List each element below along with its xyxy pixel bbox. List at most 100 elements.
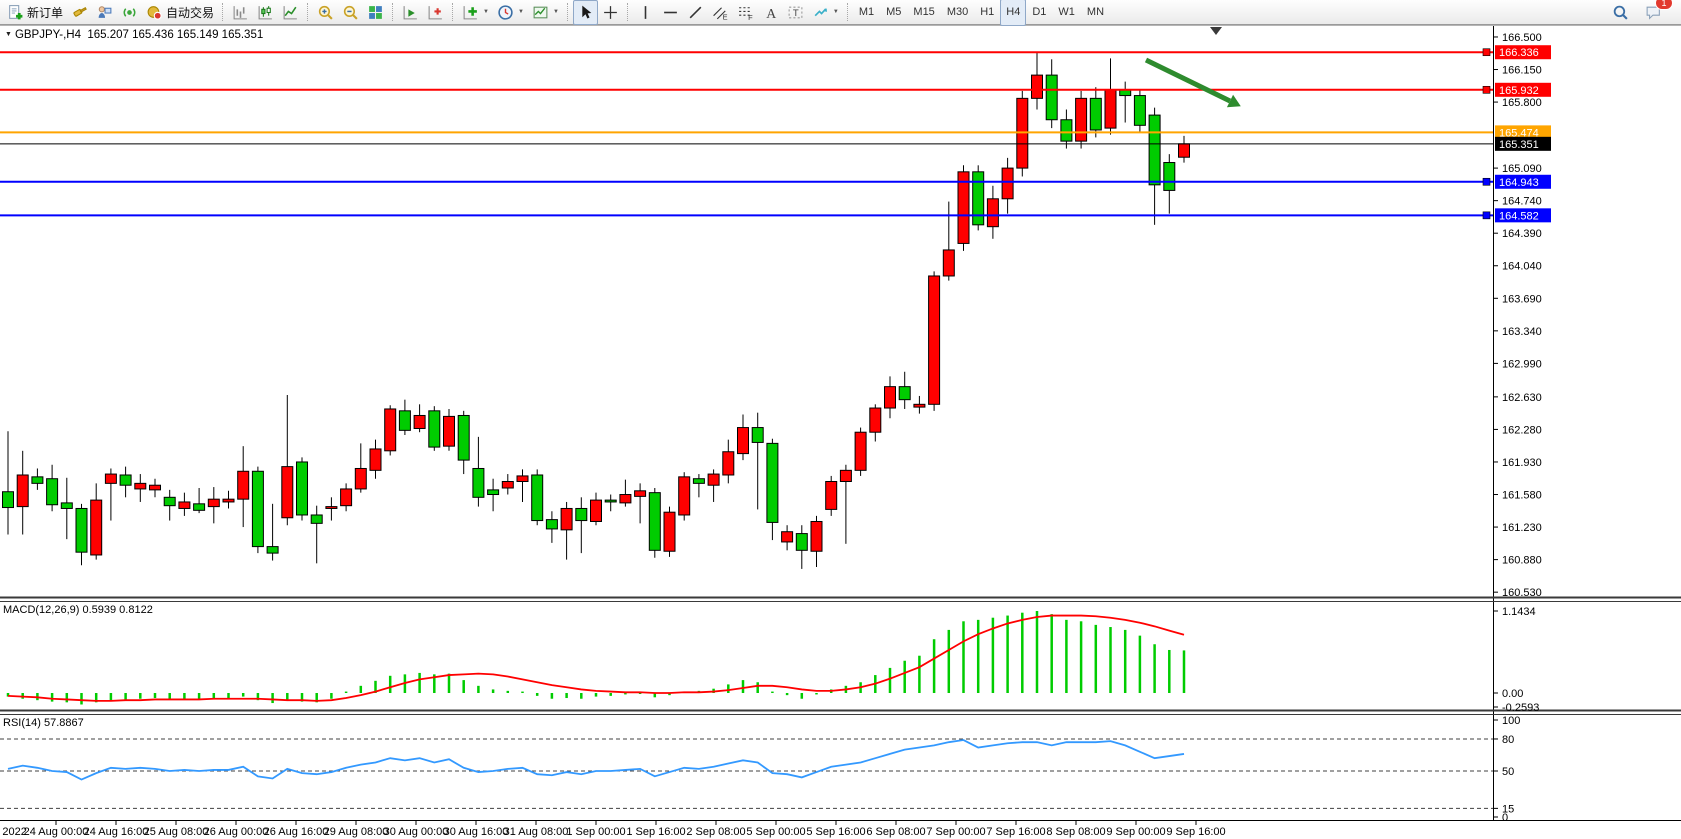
price-badge-label: 165.932 [1499,85,1539,97]
autotrade-icon [147,5,162,20]
fibonacci-button[interactable]: F [733,0,758,25]
zoom-out-button[interactable] [338,0,363,25]
zoom-in-button[interactable] [313,0,338,25]
macd-histogram-bar [653,693,657,698]
macd-histogram-bar [521,691,524,694]
chart-collapse-icon[interactable]: ▼ [5,31,12,38]
tf-w1-button[interactable]: W1 [1052,0,1081,26]
candle-up [237,470,250,500]
toolbar-separator [626,3,629,21]
macd-histogram-bar [506,690,510,694]
channel-icon: E [713,6,728,21]
arrows-button[interactable]: ▼ [808,0,843,25]
chevron-down-icon[interactable]: ▼ [483,9,489,15]
macd-histogram-bar [124,693,127,700]
chevron-down-icon[interactable]: ▼ [832,9,839,15]
candle-down [398,410,411,431]
price-scale-label: 162.280 [1502,424,1542,436]
rsi-scale-label: 100 [1502,715,1520,727]
macd-histogram-bar [991,617,995,694]
candle-up [560,507,573,531]
rsi-line [7,739,1185,781]
fibo-icon: F [739,6,753,21]
candle-down [545,519,558,530]
signal-icon [123,7,136,17]
candle-up [854,431,867,471]
macd-histogram-bar [638,693,642,695]
level-line-pivot-line[interactable]: 165.474 [0,125,1551,140]
macd-histogram-bar [286,693,289,701]
macd-histogram-bar [550,693,554,699]
macd-histogram-bar [535,693,539,696]
new-order-button[interactable]: 新订单 [3,0,67,25]
candle-up [340,488,353,507]
level-line-resistance-2[interactable]: 165.932 [0,82,1551,97]
candle-up [16,474,29,508]
periods-button[interactable]: ▼ [493,0,528,25]
text-button[interactable]: A [758,0,783,25]
candle-up [325,506,338,509]
line-chart-button[interactable] [278,0,303,25]
templates-button[interactable]: ▼ [528,0,563,25]
candle-chart-button[interactable] [253,0,278,25]
chevron-down-icon[interactable]: ▼ [552,9,559,15]
chart-symbol-period: GBPJPY-,H4 [14,29,81,41]
price-scale-label: 164.040 [1502,261,1542,273]
trendline-button[interactable] [683,0,708,25]
level-line-resistance-1[interactable]: 166.336 [0,45,1551,60]
search-button[interactable] [1608,0,1633,25]
new-chart-button[interactable]: ▼ [458,0,493,25]
chart-shift-marker[interactable] [1210,27,1222,35]
macd-histogram-bar [1182,650,1186,694]
tf-h4-button[interactable]: H4 [1000,0,1027,26]
tile-windows-button[interactable] [363,0,388,25]
macd-histogram-bar [359,685,363,694]
macd-histogram-bar [477,685,480,694]
tf-m1-button[interactable]: M1 [853,0,880,26]
price-badge-resistance-1 [1495,45,1551,60]
level-line-support-2[interactable]: 164.582 [0,208,1551,223]
down-arrow-annotation[interactable] [1144,57,1241,108]
tf-m30-button[interactable]: M30 [941,0,974,26]
macd-histogram-bar [976,619,980,694]
chat-button[interactable]: 1 [1641,0,1673,25]
chevron-down-icon[interactable]: ▼ [517,9,524,15]
toolbar-separator [846,3,849,21]
macd-histogram-bar [433,674,436,694]
channel-button[interactable]: E [708,0,733,25]
vline-button[interactable] [633,0,658,25]
macd-histogram-bar [785,693,789,696]
time-scale-label: 24 Aug 16:00 [84,826,149,838]
hammer-button[interactable] [67,0,92,25]
hline-button[interactable] [658,0,683,25]
macd-histogram-bar [1153,644,1156,694]
crosshair-button[interactable] [598,0,623,25]
tf-m5-button[interactable]: M5 [880,0,907,26]
macd-histogram-bar [903,660,906,694]
svg-text:F: F [748,12,753,20]
tf-mn-button[interactable]: MN [1081,0,1110,26]
price-scale-label: 163.690 [1502,293,1542,305]
tf-h1-button[interactable]: H1 [974,0,1000,26]
current-price-badge-label: 165.351 [1499,139,1539,151]
cursor-button[interactable] [572,0,598,25]
bar-chart-button[interactable] [228,0,253,25]
auto-scroll-button[interactable] [398,0,423,25]
macd-histogram-bar [962,621,965,694]
tf-m15-button[interactable]: M15 [907,0,940,26]
autotrade-button[interactable]: 自动交易 [142,0,218,25]
level-line-support-1[interactable]: 164.943 [0,174,1551,189]
tf-d1-button[interactable]: D1 [1026,0,1052,26]
candle-up [942,249,955,277]
chart-shift-button[interactable] [423,0,448,25]
signal-button[interactable] [117,0,142,25]
terminal-button[interactable] [92,0,117,25]
price-scale: 166.500 166.150 165.800 165.090 164.740 164.3… [1493,32,1542,599]
label-button[interactable]: T [783,0,808,25]
macd-histogram-bar [565,693,568,699]
macd-histogram-bar [947,629,951,694]
bars-icon [233,5,247,19]
new-order-icon [9,4,23,19]
candle-down [193,503,206,511]
candle-up [384,408,397,452]
